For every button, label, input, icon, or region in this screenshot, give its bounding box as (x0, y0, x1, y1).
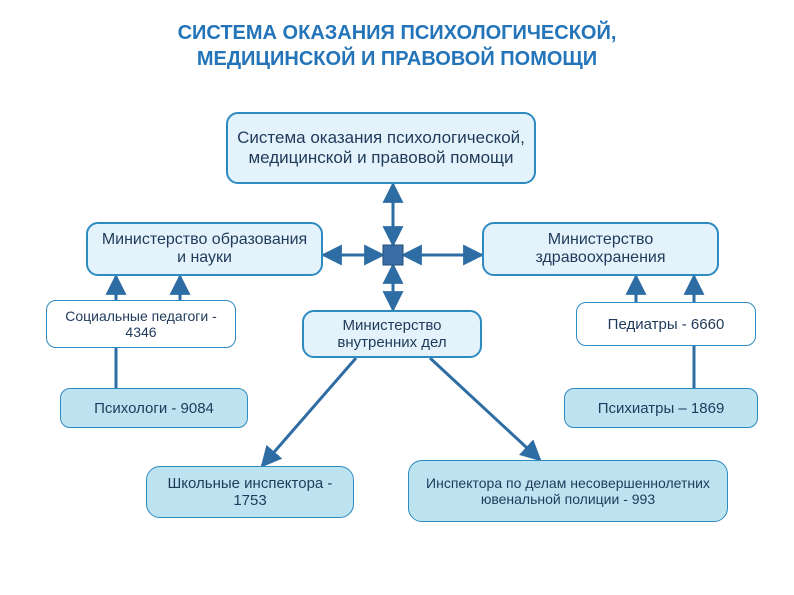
node-ministry-health: Министерство здравоохранения (482, 222, 719, 276)
hub-node (383, 245, 403, 265)
node-social-pedagogues: Социальные педагоги - 4346 (46, 300, 236, 348)
node-ministry-internal: Министерство внутренних дел (302, 310, 482, 358)
node-school-inspectors: Школьные инспектора - 1753 (146, 466, 354, 518)
node-psychiatrists: Психиатры – 1869 (564, 388, 758, 428)
node-psychologists: Психологи - 9084 (60, 388, 248, 428)
edge-min_int-juvenile (430, 358, 540, 460)
edge-min_int-school (262, 358, 356, 466)
node-ministry-education: Министерство образования и науки (86, 222, 323, 276)
node-system-top: Система оказания психологической, медици… (226, 112, 536, 184)
node-juvenile-inspectors: Инспектора по делам несовершеннолетних ю… (408, 460, 728, 522)
node-pediatricians: Педиатры - 6660 (576, 302, 756, 346)
page-title-line1: СИСТЕМА ОКАЗАНИЯ ПСИХОЛОГИЧЕСКОЙ, (0, 22, 794, 45)
page-title-line2: МЕДИЦИНСКОЙ И ПРАВОВОЙ ПОМОЩИ (0, 48, 794, 71)
